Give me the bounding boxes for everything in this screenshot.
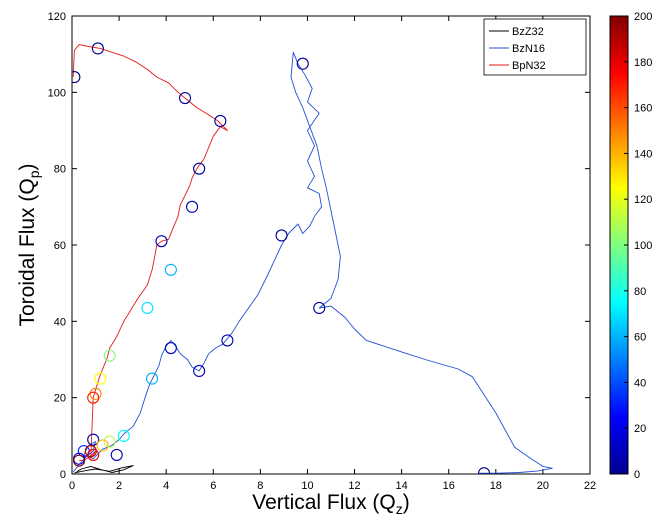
time-marker <box>91 42 104 55</box>
x-axis-label-main: Vertical Flux (Q <box>252 491 396 514</box>
x-tick-label: 8 <box>257 480 263 492</box>
series-line-bzz32 <box>74 465 134 474</box>
legend-label-bzn16: BzN16 <box>512 43 545 55</box>
y-axis-label-main: Toroidal Flux (Q <box>16 178 39 326</box>
colorbar-tick-label: 200 <box>634 11 652 23</box>
time-marker <box>221 334 234 347</box>
y-tick-label: 40 <box>54 316 66 328</box>
legend-label-bpn32: BpN32 <box>512 60 546 72</box>
time-marker <box>103 349 116 362</box>
legend-label-bzz32: BzZ32 <box>512 26 544 38</box>
time-marker <box>89 387 102 400</box>
time-marker <box>72 71 81 84</box>
time-marker <box>141 301 154 315</box>
colorbar-tick-label: 40 <box>634 377 646 389</box>
colorbar-ticks: 0 20 40 60 80 100 120 140 160 180 200 <box>624 11 652 481</box>
x-tick-label: 10 <box>301 480 313 492</box>
time-marker <box>87 448 100 461</box>
time-marker <box>186 200 199 213</box>
time-marker <box>117 429 130 442</box>
y-tick-label: 120 <box>48 11 66 23</box>
y-tick-label: 60 <box>54 240 66 252</box>
x-tick-label: 22 <box>584 480 596 492</box>
colorbar-tick-label: 160 <box>634 103 652 115</box>
y-axis-label-end: ) <box>16 163 39 170</box>
series-layer <box>72 44 553 474</box>
legend: BzZ32 BzN16 BpN32 <box>483 18 587 76</box>
x-tick-label: 12 <box>348 480 360 492</box>
time-marker <box>73 454 86 467</box>
time-marker <box>275 229 288 242</box>
time-marker <box>296 57 309 70</box>
x-tick-label: 2 <box>116 480 122 492</box>
time-marker <box>164 263 177 276</box>
colorbar-tick-label: 80 <box>634 286 646 298</box>
x-tick-label: 6 <box>210 480 216 492</box>
time-marker <box>84 445 97 458</box>
time-marker <box>110 448 123 461</box>
time-marker <box>193 162 206 175</box>
time-marker <box>164 341 177 355</box>
colorbar-tick-label: 100 <box>634 240 652 252</box>
time-marker <box>94 372 107 385</box>
time-marker <box>155 235 168 248</box>
y-axis-label-sub: p <box>26 170 42 178</box>
series-line-bpn32 <box>72 44 228 462</box>
x-tick-label: 20 <box>537 480 549 492</box>
time-marker <box>214 114 227 128</box>
time-marker <box>87 433 100 446</box>
y-tick-label: 100 <box>48 87 66 99</box>
x-axis-label-end: ) <box>403 491 410 514</box>
time-marker <box>477 467 491 474</box>
y-tick-label: 80 <box>54 164 66 176</box>
time-marker <box>193 364 206 378</box>
marker-layer <box>72 42 491 474</box>
x-tick-label: 0 <box>69 480 75 492</box>
time-marker <box>178 92 192 105</box>
colorbar-tick-label: 20 <box>634 423 646 435</box>
x-axis-label: Vertical Flux (Qz) <box>252 491 410 517</box>
time-marker <box>313 301 326 315</box>
y-axis-label: Toroidal Flux (Qp) <box>16 163 42 326</box>
y-tick-label: 0 <box>60 469 66 481</box>
axis-ticks <box>71 15 591 475</box>
time-marker <box>96 439 109 452</box>
x-tick-label: 18 <box>490 480 502 492</box>
series-line-bzn16 <box>72 51 553 474</box>
plot-area <box>71 15 591 475</box>
time-marker <box>87 391 100 404</box>
time-marker <box>146 372 159 385</box>
colorbar-tick-label: 180 <box>634 57 652 69</box>
x-tick-label: 14 <box>396 480 408 492</box>
time-marker <box>103 435 116 448</box>
colorbar-tick-label: 120 <box>634 194 652 206</box>
x-tick-label: 4 <box>163 480 169 492</box>
x-tick-label: 16 <box>443 480 455 492</box>
colorbar-tick-label: 60 <box>634 332 646 344</box>
colorbar-tick-label: 140 <box>634 148 652 160</box>
y-tick-label: 20 <box>54 393 66 405</box>
x-axis-label-sub: z <box>396 501 403 517</box>
tick-labels: 0 2 4 6 8 10 12 14 16 18 20 22 0 20 40 60 80 100 120 <box>48 11 596 492</box>
legend-box <box>483 18 587 76</box>
colorbar-tick-label: 0 <box>634 469 640 481</box>
